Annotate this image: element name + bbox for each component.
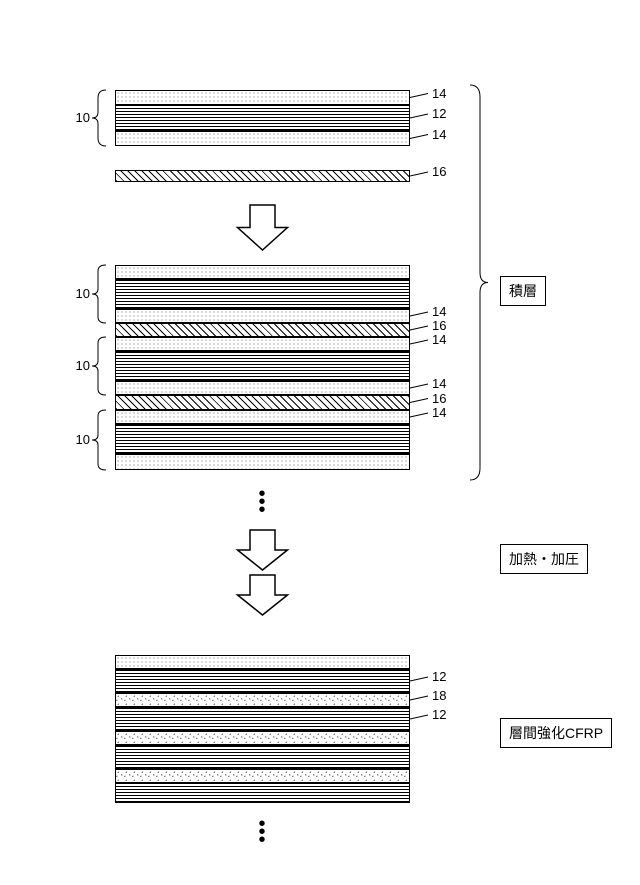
stage2-layer-9 bbox=[115, 424, 410, 454]
arrow-1 bbox=[238, 205, 288, 250]
ref-12: 12 bbox=[432, 669, 446, 684]
stage1-layer-2 bbox=[115, 131, 410, 146]
ref-12: 12 bbox=[432, 106, 446, 121]
ref-12: 12 bbox=[432, 707, 446, 722]
proc-label-2: 層間強化CFRP bbox=[500, 718, 612, 748]
stage2-layer-10 bbox=[115, 454, 410, 470]
stage1 bbox=[115, 90, 410, 146]
stage2 bbox=[115, 265, 410, 470]
stage3-layer-0 bbox=[115, 655, 410, 669]
ref-16: 16 bbox=[432, 391, 446, 406]
stage2-layer-3 bbox=[115, 323, 410, 337]
ref-16: 16 bbox=[432, 164, 446, 179]
ref-14: 14 bbox=[432, 86, 446, 101]
ref-14: 14 bbox=[432, 332, 446, 347]
arrow-2b bbox=[238, 575, 288, 615]
stage3-layer-6 bbox=[115, 769, 410, 783]
arrow-2a bbox=[238, 530, 288, 570]
stage3-layer-4 bbox=[115, 731, 410, 745]
ref-14: 14 bbox=[432, 127, 446, 142]
stage3 bbox=[115, 655, 410, 803]
stage1-layer-1 bbox=[115, 105, 410, 131]
stage3-layer-7 bbox=[115, 783, 410, 803]
stage2-layer-4 bbox=[115, 337, 410, 351]
brace-label-10-2: 10 bbox=[66, 432, 90, 447]
vdots-2: ••• bbox=[259, 820, 266, 844]
ref-14: 14 bbox=[432, 405, 446, 420]
ref-14: 14 bbox=[432, 304, 446, 319]
brace-label-10-0: 10 bbox=[66, 286, 90, 301]
stage2-layer-0 bbox=[115, 265, 410, 279]
stage2-layer-7 bbox=[115, 395, 410, 410]
strip-16 bbox=[115, 170, 410, 182]
stage2-layer-5 bbox=[115, 351, 410, 381]
brace-label-10-1: 10 bbox=[66, 358, 90, 373]
vdots-1: ••• bbox=[259, 490, 266, 514]
stage3-layer-1 bbox=[115, 669, 410, 693]
ref-14: 14 bbox=[432, 376, 446, 391]
proc-label-1: 加熱・加圧 bbox=[500, 544, 588, 574]
stage2-layer-2 bbox=[115, 309, 410, 323]
stage2-layer-1 bbox=[115, 279, 410, 309]
stage2-layer-8 bbox=[115, 410, 410, 424]
proc-label-0: 積層 bbox=[500, 276, 546, 306]
brace-label-10: 10 bbox=[66, 110, 90, 125]
stage2-layer-6 bbox=[115, 381, 410, 395]
stage3-layer-5 bbox=[115, 745, 410, 769]
ref-16: 16 bbox=[432, 318, 446, 333]
ref-18: 18 bbox=[432, 688, 446, 703]
stage3-layer-2 bbox=[115, 693, 410, 707]
stage1-layer-0 bbox=[115, 90, 410, 105]
stage3-layer-3 bbox=[115, 707, 410, 731]
